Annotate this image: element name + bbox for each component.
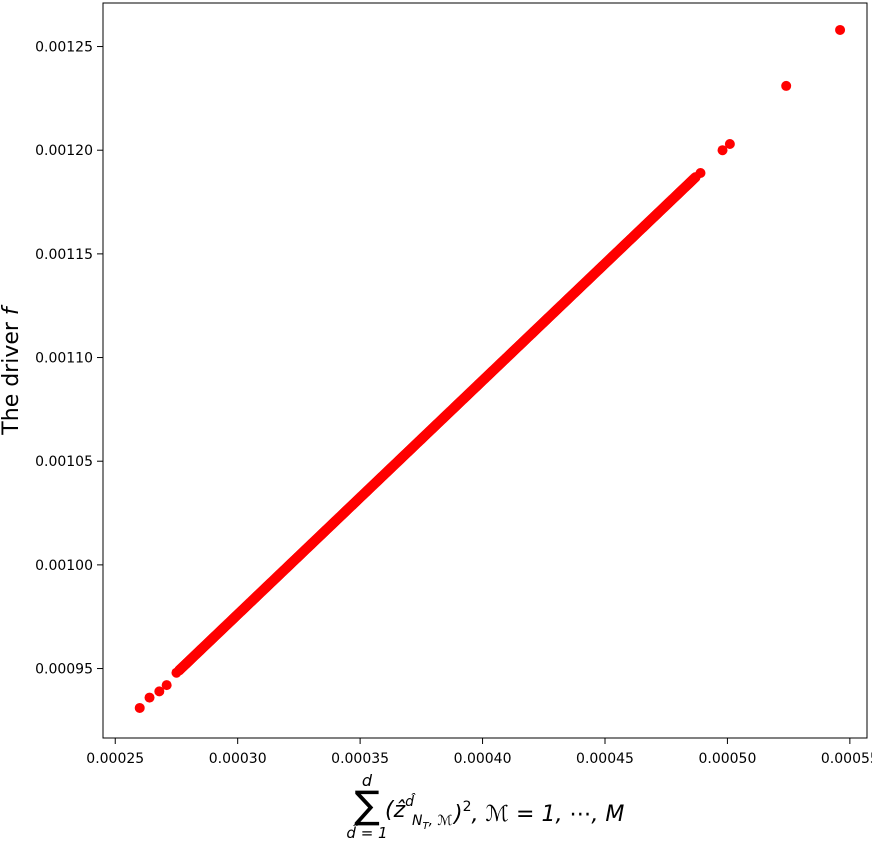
plot-frame [102, 2, 868, 739]
x-label-rest: , ℳ = 1, ⋯, M [472, 802, 625, 827]
x-label-upper-limit: d [362, 771, 373, 790]
x-label-power: 2 [463, 799, 472, 815]
x-tick-label: 0.00025 [86, 751, 144, 767]
x-label-summand-base: (ẑ [385, 798, 406, 823]
x-tick-label: 0.00030 [209, 751, 267, 767]
x-tick-label: 0.00035 [331, 751, 389, 767]
data-point [161, 680, 172, 691]
x-tick-label: 0.00050 [698, 751, 756, 767]
x-label-close-paren: ) [452, 802, 463, 827]
y-tick-label: 0.00120 [35, 143, 93, 159]
y-tick-label: 0.00105 [35, 454, 93, 470]
x-label-summand-subscript: N [412, 813, 423, 829]
x-axis: 0.00025 0.00030 0.00035 0.00040 0.00045 0.000… [86, 738, 872, 767]
data-point [154, 686, 165, 697]
x-label-lower-limit: d̂ = 1 [346, 823, 387, 842]
x-label-sum-symbol: ∑ [354, 783, 380, 827]
data-point [717, 145, 728, 156]
y-axis-label-italic: f [0, 304, 24, 315]
data-point [695, 168, 706, 179]
x-tick-label: 0.00045 [576, 751, 634, 767]
y-tick-label: 0.00115 [35, 247, 93, 263]
x-axis-label: d ∑ d̂ = 1 (ẑd̂ NT, ℳ)2, ℳ = 1, ⋯, M [346, 771, 624, 842]
x-label-summand: (ẑd̂ NT, ℳ)2, ℳ = 1, ⋯, M [385, 793, 624, 832]
x-tick-label: 0.00040 [454, 751, 512, 767]
data-point [134, 702, 145, 713]
y-axis: 0.00095 0.00100 0.00105 0.00110 0.00115 0.001… [35, 40, 103, 678]
data-point [724, 138, 735, 149]
data-point [144, 692, 155, 703]
data-points [134, 24, 846, 713]
y-tick-label: 0.00095 [35, 662, 93, 678]
y-axis-label-prefix: The driver [0, 315, 24, 436]
y-tick-label: 0.00100 [35, 558, 93, 574]
x-label-summand-subscript-rest: , ℳ [429, 813, 453, 829]
x-label-summand-superscript: d̂ [405, 793, 416, 810]
y-tick-label: 0.00110 [35, 351, 93, 367]
data-point [171, 667, 182, 678]
x-tick-label: 0.00055 [821, 751, 872, 767]
y-axis-label: The driver f [0, 304, 24, 436]
y-tick-label: 0.00125 [35, 40, 93, 56]
data-point [835, 24, 846, 35]
x-label-summand-subscript-sub: T [422, 821, 429, 832]
data-point [781, 80, 792, 91]
